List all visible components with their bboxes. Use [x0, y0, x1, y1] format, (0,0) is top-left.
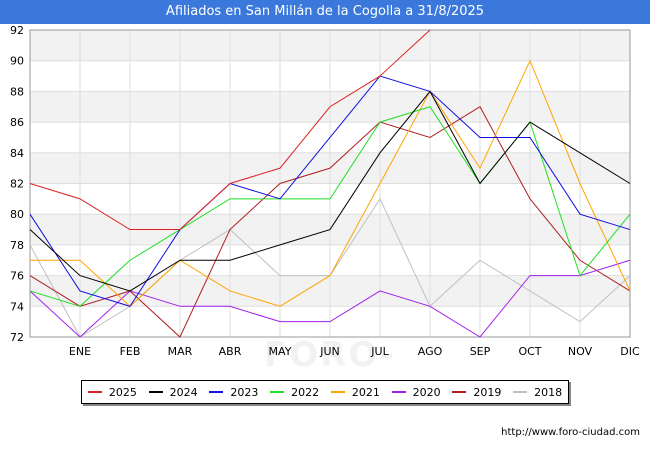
legend-swatch [148, 391, 163, 393]
y-tick-label: 90 [10, 55, 24, 68]
legend-label: 2025 [108, 385, 137, 399]
y-tick-label: 78 [10, 239, 24, 252]
x-tick-label: ABR [219, 345, 242, 358]
x-tick-label: JUL [370, 345, 389, 358]
legend-item-2022: 2022 [270, 386, 319, 399]
legend-item-2021: 2021 [330, 385, 380, 399]
legend-label: 2018 [534, 385, 563, 399]
legend-swatch [330, 391, 345, 393]
x-tick-label: DIC [620, 345, 640, 358]
line-chart: 72 74 76 78 80 82 84 86 88 90 92 ENE FEB MAR ABR MAY JUN… [10, 24, 640, 358]
y-tick-label: 82 [10, 178, 24, 191]
y-tick-label: 86 [10, 116, 24, 129]
legend-label: 2022 [291, 385, 320, 399]
legend-swatch [270, 391, 285, 393]
legend-item-2023: 2023 [209, 386, 258, 399]
chart-legend: 2025 2024 2023 2022 2021 2020 2019 2018 [81, 380, 569, 404]
legend-swatch [209, 391, 224, 393]
legend-label: 2024 [169, 385, 198, 399]
series-line-2025 [29, 29, 431, 231]
legend-swatch [513, 391, 528, 393]
legend-item-2018: 2018 [513, 386, 562, 399]
legend-label: 2020 [412, 385, 441, 399]
chart-title: Afiliados en San Millán de la Cogolla a … [0, 0, 650, 24]
source-link[interactable]: http://www.foro-ciudad.com [501, 427, 640, 438]
legend-item-2024: 2024 [148, 385, 198, 399]
y-tick-label: 76 [10, 270, 24, 283]
x-tick-label: ENE [69, 345, 91, 358]
y-tick-label: 92 [10, 24, 24, 37]
x-tick-label: OCT [518, 345, 541, 358]
y-tick-label: 74 [10, 300, 24, 313]
legend-item-2025: 2025 [87, 385, 137, 399]
y-tick-label: 88 [10, 85, 24, 98]
x-tick-label: FEB [120, 345, 141, 358]
series-line-2024 [29, 90, 631, 292]
legend-swatch [87, 391, 102, 393]
legend-label: 2023 [230, 385, 259, 399]
x-tick-label: SEP [470, 345, 491, 358]
y-tick-label: 72 [10, 331, 24, 344]
legend-label: 2021 [351, 385, 380, 399]
x-tick-label: NOV [568, 345, 593, 358]
x-tick-label: JUN [319, 345, 340, 358]
legend-item-2019: 2019 [452, 386, 501, 399]
y-tick-label: 80 [10, 208, 24, 221]
x-tick-label: MAR [168, 345, 193, 358]
x-tick-label: MAY [269, 345, 292, 358]
legend-swatch [391, 391, 406, 393]
y-tick-label: 84 [10, 147, 24, 160]
legend-label: 2019 [473, 385, 502, 399]
legend-item-2020: 2020 [391, 385, 441, 399]
legend-swatch [452, 391, 467, 393]
x-tick-label: AGO [418, 345, 443, 358]
series-line-2023 [29, 75, 631, 307]
